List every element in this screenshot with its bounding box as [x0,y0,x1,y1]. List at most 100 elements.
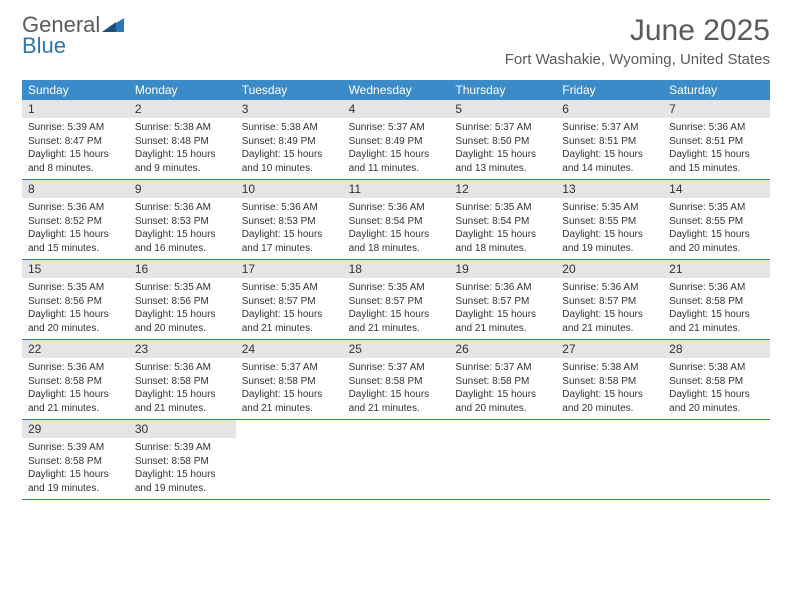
daylight-line: Daylight: 15 hours and 19 minutes. [562,228,657,255]
sunset-line: Sunset: 8:49 PM [242,135,337,149]
sunset-line: Sunset: 8:55 PM [562,215,657,229]
daylight-line: Daylight: 15 hours and 8 minutes. [28,148,123,175]
weeks-container: 1Sunrise: 5:39 AMSunset: 8:47 PMDaylight… [22,100,770,500]
location-subtitle: Fort Washakie, Wyoming, United States [505,51,770,68]
weekday-header-row: Sunday Monday Tuesday Wednesday Thursday… [22,80,770,100]
day-number: 18 [343,260,450,278]
day-cell: 9Sunrise: 5:36 AMSunset: 8:53 PMDaylight… [129,180,236,259]
day-cell: 15Sunrise: 5:35 AMSunset: 8:56 PMDayligh… [22,260,129,339]
day-body: Sunrise: 5:38 AMSunset: 8:49 PMDaylight:… [236,118,343,179]
day-body: Sunrise: 5:38 AMSunset: 8:58 PMDaylight:… [663,358,770,419]
day-cell [343,420,450,499]
daylight-line: Daylight: 15 hours and 21 minutes. [28,388,123,415]
day-number: 9 [129,180,236,198]
daylight-line: Daylight: 15 hours and 17 minutes. [242,228,337,255]
daylight-line: Daylight: 15 hours and 21 minutes. [242,388,337,415]
sunset-line: Sunset: 8:58 PM [135,455,230,469]
sunrise-line: Sunrise: 5:36 AM [135,361,230,375]
day-number: 19 [449,260,556,278]
sunrise-line: Sunrise: 5:38 AM [669,361,764,375]
sunset-line: Sunset: 8:58 PM [28,455,123,469]
sunrise-line: Sunrise: 5:35 AM [455,201,550,215]
day-body: Sunrise: 5:38 AMSunset: 8:58 PMDaylight:… [556,358,663,419]
sunset-line: Sunset: 8:58 PM [669,375,764,389]
sunrise-line: Sunrise: 5:36 AM [28,201,123,215]
day-number: 30 [129,420,236,438]
sunset-line: Sunset: 8:52 PM [28,215,123,229]
day-number: 4 [343,100,450,118]
weekday-header: Friday [556,80,663,100]
day-number: 15 [22,260,129,278]
day-body: Sunrise: 5:36 AMSunset: 8:58 PMDaylight:… [22,358,129,419]
sunrise-line: Sunrise: 5:37 AM [242,361,337,375]
sunrise-line: Sunrise: 5:38 AM [242,121,337,135]
day-number: 22 [22,340,129,358]
day-number [556,420,663,438]
day-body: Sunrise: 5:36 AMSunset: 8:57 PMDaylight:… [556,278,663,339]
day-number: 6 [556,100,663,118]
day-cell: 28Sunrise: 5:38 AMSunset: 8:58 PMDayligh… [663,340,770,419]
weekday-header: Thursday [449,80,556,100]
day-cell: 14Sunrise: 5:35 AMSunset: 8:55 PMDayligh… [663,180,770,259]
day-cell: 24Sunrise: 5:37 AMSunset: 8:58 PMDayligh… [236,340,343,419]
daylight-line: Daylight: 15 hours and 21 minutes. [349,388,444,415]
day-body: Sunrise: 5:37 AMSunset: 8:58 PMDaylight:… [236,358,343,419]
daylight-line: Daylight: 15 hours and 20 minutes. [562,388,657,415]
calendar: Sunday Monday Tuesday Wednesday Thursday… [22,80,770,500]
day-cell: 8Sunrise: 5:36 AMSunset: 8:52 PMDaylight… [22,180,129,259]
sunrise-line: Sunrise: 5:36 AM [669,121,764,135]
sunrise-line: Sunrise: 5:36 AM [28,361,123,375]
weekday-header: Tuesday [236,80,343,100]
sunset-line: Sunset: 8:51 PM [562,135,657,149]
sunrise-line: Sunrise: 5:35 AM [28,281,123,295]
day-body: Sunrise: 5:39 AMSunset: 8:58 PMDaylight:… [129,438,236,499]
day-cell [449,420,556,499]
sunset-line: Sunset: 8:57 PM [242,295,337,309]
weekday-header: Wednesday [343,80,450,100]
week-row: 22Sunrise: 5:36 AMSunset: 8:58 PMDayligh… [22,340,770,420]
day-cell: 4Sunrise: 5:37 AMSunset: 8:49 PMDaylight… [343,100,450,179]
day-number: 23 [129,340,236,358]
day-number: 5 [449,100,556,118]
weekday-header: Monday [129,80,236,100]
sunrise-line: Sunrise: 5:39 AM [135,441,230,455]
daylight-line: Daylight: 15 hours and 21 minutes. [242,308,337,335]
day-cell: 11Sunrise: 5:36 AMSunset: 8:54 PMDayligh… [343,180,450,259]
day-number: 2 [129,100,236,118]
day-number: 17 [236,260,343,278]
day-cell: 1Sunrise: 5:39 AMSunset: 8:47 PMDaylight… [22,100,129,179]
sunrise-line: Sunrise: 5:35 AM [135,281,230,295]
day-body: Sunrise: 5:35 AMSunset: 8:56 PMDaylight:… [129,278,236,339]
day-number: 28 [663,340,770,358]
day-number: 29 [22,420,129,438]
logo-triangle-icon [102,16,124,37]
sunrise-line: Sunrise: 5:37 AM [349,121,444,135]
daylight-line: Daylight: 15 hours and 18 minutes. [349,228,444,255]
day-cell: 12Sunrise: 5:35 AMSunset: 8:54 PMDayligh… [449,180,556,259]
sunrise-line: Sunrise: 5:36 AM [455,281,550,295]
sunset-line: Sunset: 8:50 PM [455,135,550,149]
day-body: Sunrise: 5:35 AMSunset: 8:57 PMDaylight:… [343,278,450,339]
sunset-line: Sunset: 8:54 PM [349,215,444,229]
sunset-line: Sunset: 8:47 PM [28,135,123,149]
sunrise-line: Sunrise: 5:36 AM [135,201,230,215]
day-body: Sunrise: 5:35 AMSunset: 8:56 PMDaylight:… [22,278,129,339]
day-cell [556,420,663,499]
sunrise-line: Sunrise: 5:35 AM [562,201,657,215]
day-body: Sunrise: 5:36 AMSunset: 8:58 PMDaylight:… [663,278,770,339]
day-number: 10 [236,180,343,198]
daylight-line: Daylight: 15 hours and 16 minutes. [135,228,230,255]
sunrise-line: Sunrise: 5:36 AM [669,281,764,295]
day-body: Sunrise: 5:36 AMSunset: 8:52 PMDaylight:… [22,198,129,259]
day-number: 14 [663,180,770,198]
day-cell: 7Sunrise: 5:36 AMSunset: 8:51 PMDaylight… [663,100,770,179]
daylight-line: Daylight: 15 hours and 11 minutes. [349,148,444,175]
day-cell: 21Sunrise: 5:36 AMSunset: 8:58 PMDayligh… [663,260,770,339]
daylight-line: Daylight: 15 hours and 21 minutes. [349,308,444,335]
weekday-header: Saturday [663,80,770,100]
day-body: Sunrise: 5:38 AMSunset: 8:48 PMDaylight:… [129,118,236,179]
day-cell: 16Sunrise: 5:35 AMSunset: 8:56 PMDayligh… [129,260,236,339]
week-row: 8Sunrise: 5:36 AMSunset: 8:52 PMDaylight… [22,180,770,260]
day-body: Sunrise: 5:36 AMSunset: 8:58 PMDaylight:… [129,358,236,419]
week-row: 1Sunrise: 5:39 AMSunset: 8:47 PMDaylight… [22,100,770,180]
